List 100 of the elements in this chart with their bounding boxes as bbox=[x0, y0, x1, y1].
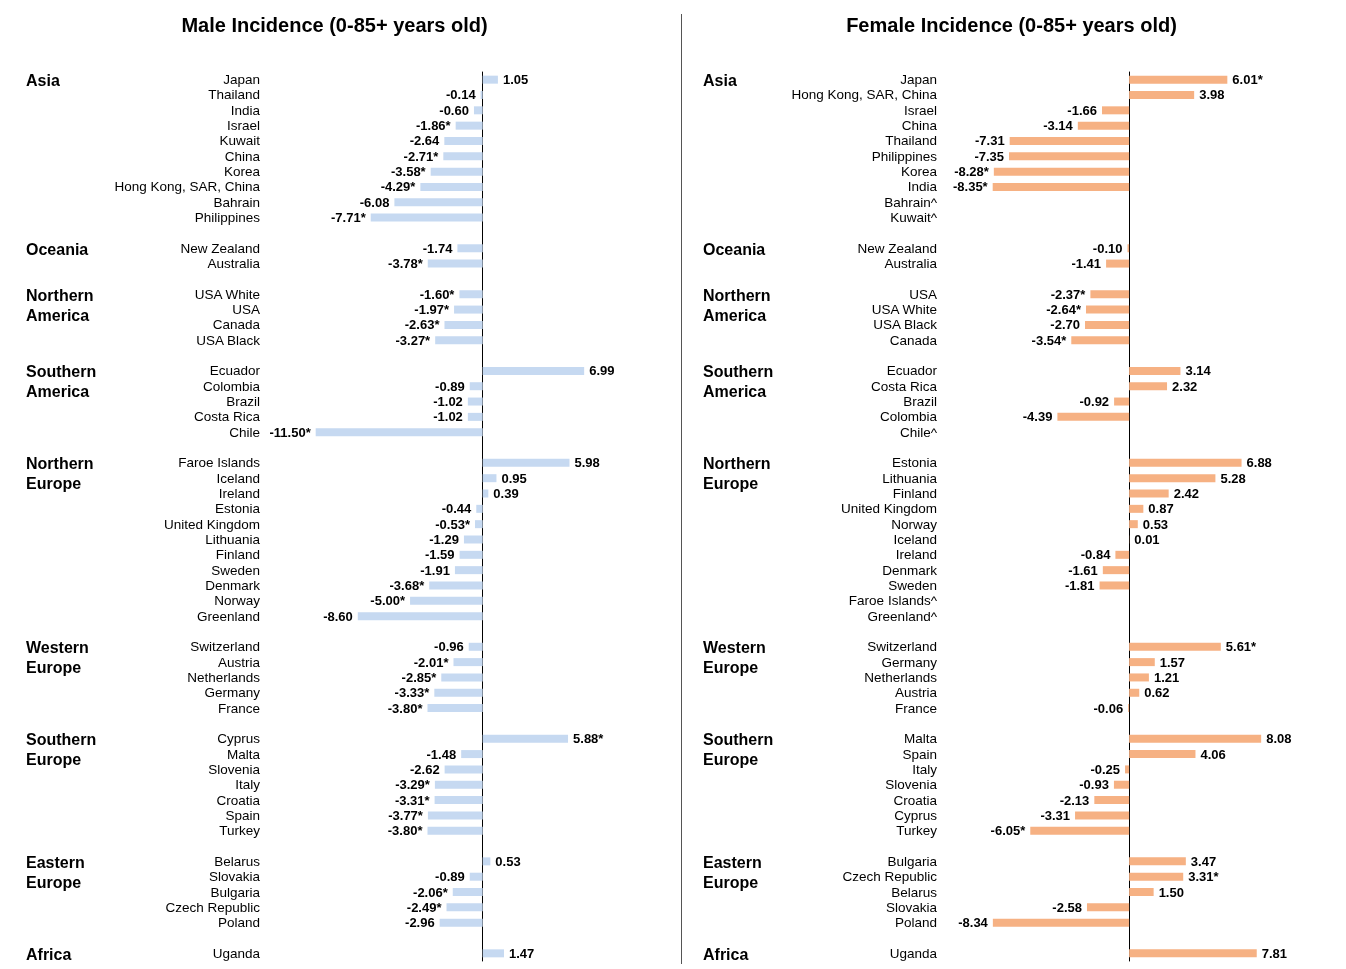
text: Africa bbox=[703, 945, 749, 963]
bar bbox=[443, 152, 483, 161]
data-label: -1.66 bbox=[1067, 102, 1098, 118]
data-label: -8.60 bbox=[323, 608, 353, 624]
data-label: -1.61 bbox=[1068, 562, 1098, 578]
y-tick-label: France bbox=[217, 700, 260, 716]
y-tick-label: India bbox=[907, 179, 938, 195]
data-label: 1.05 bbox=[502, 72, 529, 88]
y-tick-label: Bulgaria bbox=[887, 853, 938, 869]
data-label: -0.25 bbox=[1090, 761, 1121, 777]
y-tick-label: Cyprus bbox=[894, 807, 938, 823]
bar bbox=[469, 872, 483, 881]
bar bbox=[474, 520, 483, 529]
data-label: -0.84 bbox=[1080, 547, 1112, 563]
y-tick-label: Germany bbox=[204, 685, 261, 701]
text: Northern America bbox=[703, 286, 775, 324]
text: Eastern Europe bbox=[26, 853, 90, 891]
text: Africa bbox=[26, 945, 72, 963]
bar bbox=[993, 167, 1130, 176]
bar bbox=[427, 704, 483, 713]
data-label: -2.64 bbox=[409, 133, 441, 149]
data-label: -3.31 bbox=[1040, 807, 1071, 823]
bar bbox=[1129, 688, 1140, 697]
bar bbox=[482, 366, 585, 375]
data-label: -0.10 bbox=[1092, 240, 1123, 256]
bar bbox=[1099, 581, 1130, 590]
data-label: 7.81 bbox=[1261, 945, 1288, 961]
y-tick-label: Finland bbox=[215, 547, 260, 563]
y-tick-label: Lithuania bbox=[205, 531, 261, 547]
data-label: 3.14 bbox=[1185, 363, 1212, 379]
bar bbox=[444, 136, 483, 145]
y-tick-label: Lithuania bbox=[882, 470, 938, 486]
data-label: 6.01* bbox=[1232, 72, 1264, 88]
y-tick-label: Japan bbox=[223, 72, 260, 88]
y-tick-label: Philippines bbox=[194, 210, 261, 226]
bar bbox=[1129, 734, 1262, 743]
data-label: 1.57 bbox=[1159, 654, 1186, 670]
data-label: -2.01* bbox=[413, 654, 450, 670]
bar bbox=[1057, 412, 1130, 421]
y-tick-label: Israel bbox=[226, 118, 260, 134]
y-tick-label: Greenland bbox=[196, 608, 260, 624]
data-label: 3.47 bbox=[1190, 853, 1217, 869]
bar bbox=[482, 75, 498, 84]
y-tick-label: Faroe Islands bbox=[178, 455, 261, 471]
data-label: -3.33* bbox=[394, 685, 431, 701]
bar bbox=[434, 688, 483, 697]
bar bbox=[1114, 397, 1130, 406]
data-label: -3.29* bbox=[395, 777, 431, 793]
bar bbox=[427, 259, 483, 268]
y-tick-label: New Zealand bbox=[857, 240, 937, 256]
data-label: -3.68* bbox=[389, 577, 426, 593]
data-label: -3.77* bbox=[388, 807, 424, 823]
bar bbox=[476, 504, 483, 513]
y-tick-label: Bulgaria bbox=[210, 884, 261, 900]
y-tick-label: Korea bbox=[900, 164, 938, 180]
bar bbox=[467, 397, 483, 406]
bar bbox=[1090, 290, 1130, 299]
data-label: -8.28* bbox=[954, 164, 990, 180]
data-label: -0.06 bbox=[1093, 700, 1124, 716]
y-tick-label: Uganda bbox=[212, 945, 261, 961]
text: Oceania bbox=[26, 240, 89, 258]
bar bbox=[427, 811, 483, 820]
y-tick-label: Malta bbox=[903, 731, 938, 747]
y-tick-label: Kuwait bbox=[219, 133, 261, 149]
y-tick-label: Chile bbox=[229, 424, 260, 440]
bar bbox=[1129, 520, 1138, 529]
data-label: -4.29* bbox=[380, 179, 417, 195]
text: Western Europe bbox=[26, 639, 94, 677]
bar bbox=[1129, 857, 1186, 866]
bar bbox=[482, 857, 491, 866]
y-tick-label: Hong Kong, SAR, China bbox=[791, 87, 938, 103]
y-tick-label: Canada bbox=[212, 317, 261, 333]
y-tick-label: Korea bbox=[223, 164, 261, 180]
data-label: -1.60* bbox=[419, 286, 456, 302]
y-tick-label: Spain bbox=[225, 807, 260, 823]
y-tick-label: Australia bbox=[884, 256, 938, 272]
y-tick-label: Greenland^ bbox=[867, 608, 938, 624]
data-label: -0.96 bbox=[434, 639, 464, 655]
bar bbox=[454, 566, 483, 575]
y-tick-label: USA Black bbox=[873, 317, 938, 333]
data-label: -2.37* bbox=[1050, 286, 1087, 302]
bar bbox=[1106, 259, 1130, 268]
y-tick-label: Croatia bbox=[893, 792, 938, 808]
data-label: -5.00* bbox=[370, 593, 406, 609]
bar bbox=[992, 918, 1130, 927]
y-tick-label: Italy bbox=[235, 777, 261, 793]
data-label: -2.70 bbox=[1050, 317, 1081, 333]
data-label: 2.42 bbox=[1173, 486, 1199, 502]
y-tick-label: Norway bbox=[891, 516, 938, 532]
data-label: -1.02 bbox=[433, 394, 463, 410]
bar bbox=[455, 121, 483, 130]
data-label: -1.02 bbox=[433, 409, 463, 425]
y-tick-label: Czech Republic bbox=[165, 899, 261, 915]
y-tick-label: Switzerland bbox=[190, 639, 260, 655]
bar bbox=[444, 765, 483, 774]
bar bbox=[410, 596, 483, 605]
y-tick-label: Switzerland bbox=[867, 639, 937, 655]
data-label: -0.53* bbox=[435, 516, 471, 532]
y-tick-label: USA White bbox=[194, 286, 260, 302]
data-label: 6.99 bbox=[589, 363, 615, 379]
